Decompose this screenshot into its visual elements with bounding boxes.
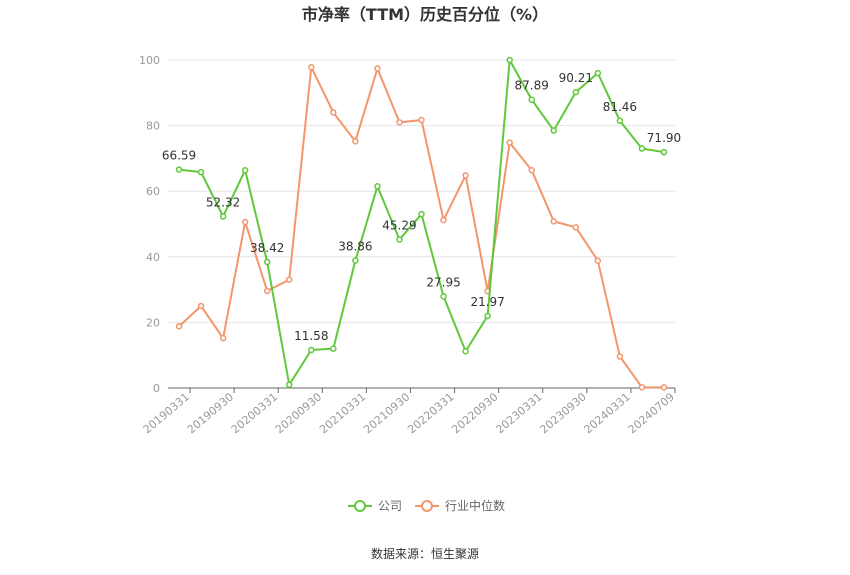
data-point[interactable] [175,166,183,173]
data-label: 52.32 [206,195,240,209]
data-label: 90.21 [559,71,593,85]
y-tick-label: 40 [146,251,160,264]
data-point[interactable] [241,166,249,174]
y-tick-label: 60 [146,185,160,198]
data-point[interactable] [616,353,624,360]
series-layer [175,56,668,391]
series-line [178,59,665,386]
series-company [175,56,668,388]
x-tick-label: 20240331 [582,390,633,436]
data-label: 38.86 [338,240,372,254]
data-point[interactable] [263,287,271,295]
data-point[interactable] [263,258,271,266]
x-tick-label: 20230930 [537,390,588,436]
data-point[interactable] [440,293,447,300]
x-tick-label: 20190331 [141,390,192,436]
data-point[interactable] [528,166,535,174]
data-point[interactable] [462,172,469,179]
data-labels: 66.59 52.32 38.42 11.58 38.86 45.29 27.95 21.97… [162,71,681,343]
data-point[interactable] [330,109,337,116]
data-point[interactable] [462,348,469,355]
data-point[interactable] [308,63,315,71]
x-tick-label: 20240709 [626,390,677,436]
data-point[interactable] [484,312,491,320]
data-label: 21.97 [470,295,504,309]
data-point[interactable] [660,384,668,391]
data-point[interactable] [550,218,558,225]
series-industry-median [175,63,668,391]
x-tick-label: 20200930 [273,390,324,436]
data-point[interactable] [660,148,668,156]
data-label: 27.95 [426,275,460,289]
y-tick-label: 0 [153,382,160,395]
x-tick-label: 20220331 [405,390,456,436]
data-point[interactable] [285,381,293,388]
legend-item-industry-median[interactable]: 行业中位数 [415,498,505,513]
data-point[interactable] [638,384,646,391]
legend-marker-icon [354,500,366,512]
legend-item-company[interactable]: 公司 [348,499,402,513]
data-label: 45.29 [382,218,416,232]
x-axis: 2019033120190930202003312020093020210331… [141,387,677,436]
legend[interactable]: 公司 行业中位数 [348,498,505,513]
data-point[interactable] [374,65,381,72]
y-tick-label: 80 [146,120,160,133]
data-point[interactable] [374,183,381,190]
legend-label: 行业中位数 [445,498,505,513]
data-point[interactable] [506,139,513,146]
data-point[interactable] [550,127,558,134]
chart-title: 市净率（TTM）历史百分位（%） [302,5,548,24]
x-tick-label: 20210930 [361,390,412,436]
data-point[interactable] [594,257,602,264]
data-label: 38.42 [250,241,284,255]
y-tick-label: 20 [146,316,160,329]
x-tick-label: 20220930 [449,390,500,436]
data-point[interactable] [572,88,580,96]
legend-label: 公司 [378,499,402,513]
data-point[interactable] [219,334,227,342]
data-point[interactable] [418,210,425,218]
data-point[interactable] [638,145,646,152]
data-point[interactable] [616,117,624,125]
data-point[interactable] [241,218,249,226]
data-point[interactable] [175,323,183,330]
data-label: 81.46 [603,100,637,114]
data-point[interactable] [594,69,602,77]
data-point[interactable] [396,236,403,243]
source-note: 数据来源：恒生聚源 [371,546,479,561]
data-point[interactable] [197,168,205,176]
data-point[interactable] [528,96,535,103]
legend-marker-icon [421,500,433,512]
data-point[interactable] [352,138,359,145]
data-point[interactable] [219,213,227,220]
data-label: 11.58 [294,329,328,343]
grid-lines [168,59,675,323]
data-point[interactable] [330,345,337,352]
x-tick-label: 20190930 [185,390,236,436]
data-point[interactable] [197,302,205,310]
series-line [178,66,664,389]
data-point[interactable] [396,119,403,126]
data-label: 66.59 [162,149,196,163]
data-point[interactable] [418,116,425,124]
data-label: 87.89 [515,79,549,93]
data-point[interactable] [308,346,315,354]
data-point[interactable] [506,56,513,64]
data-point[interactable] [285,276,293,284]
data-point[interactable] [440,216,447,224]
x-tick-label: 20200331 [229,390,280,436]
data-point[interactable] [572,224,580,231]
data-label: 71.90 [647,131,681,145]
x-tick-label: 20230331 [493,390,544,436]
data-point[interactable] [352,257,359,264]
y-tick-label: 100 [139,54,160,67]
y-axis-ticks: 0 20 40 60 80 100 [139,54,160,395]
x-tick-label: 20210331 [317,390,368,436]
